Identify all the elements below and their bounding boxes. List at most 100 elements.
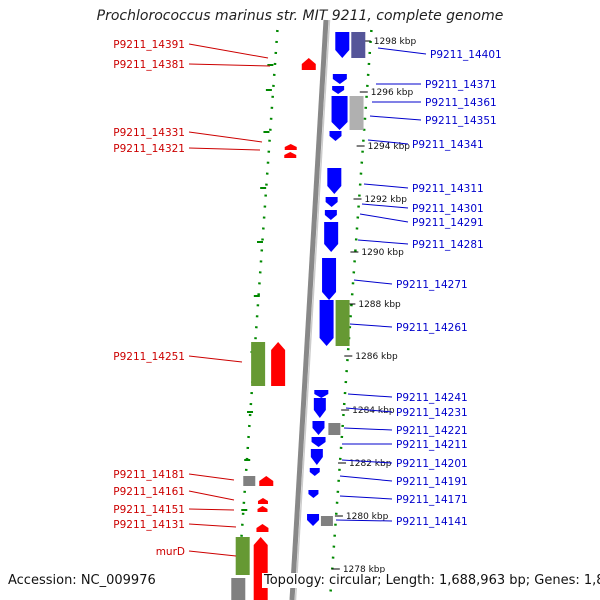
forward-gene xyxy=(284,144,297,150)
right-label-leader xyxy=(367,139,409,145)
kbp-tick-label: 1286 kbp xyxy=(355,352,398,362)
left-label-leader xyxy=(188,490,235,501)
left-label-leader xyxy=(188,131,263,143)
reverse-gene xyxy=(332,86,345,94)
outer-ring-dots xyxy=(235,29,279,600)
left-label-leader xyxy=(188,147,261,151)
kbp-tick-label: 1280 kbp xyxy=(346,512,389,522)
left-gene-label: P9211_14381 xyxy=(113,59,185,71)
map-title: Prochlorococcus marinus str. MIT 9211, c… xyxy=(96,8,504,24)
reverse-gene xyxy=(307,514,320,526)
right-gene-label: P9211_14211 xyxy=(396,439,468,451)
right-gene-label: P9211_14141 xyxy=(396,516,468,528)
left-label-leader xyxy=(188,508,235,511)
right-label-leader xyxy=(335,519,393,522)
left-gene-label: P9211_14181 xyxy=(113,469,185,481)
reverse-gene xyxy=(335,32,350,58)
kbp-tick-label: 1284 kbp xyxy=(352,406,395,416)
right-label-leader xyxy=(345,407,393,413)
right-label-leader xyxy=(357,239,409,245)
kbp-tick-label: 1292 kbp xyxy=(365,195,408,205)
forward-gene xyxy=(257,506,268,512)
right-label-leader xyxy=(339,495,393,500)
forward-gene xyxy=(301,58,316,70)
left-gene-label: P9211_14321 xyxy=(113,143,185,155)
kbp-tick-label: 1290 kbp xyxy=(361,248,404,258)
grey-feature xyxy=(349,96,364,130)
right-label-leader xyxy=(343,427,393,431)
reverse-gene xyxy=(332,74,347,84)
right-gene-label: P9211_14281 xyxy=(412,239,484,251)
reverse-gene xyxy=(314,390,329,398)
reverse-gene xyxy=(319,300,334,346)
left-label-leader xyxy=(188,355,243,363)
rna-feature xyxy=(251,342,266,386)
reverse-gene xyxy=(322,258,337,300)
kbp-tick-label: 1288 kbp xyxy=(358,300,401,310)
forward-gene xyxy=(256,524,269,532)
reverse-gene xyxy=(311,437,326,447)
right-gene-label: P9211_14401 xyxy=(430,49,502,61)
reverse-gene xyxy=(325,197,338,207)
reverse-gene xyxy=(329,131,342,141)
kbp-tick-label: 1294 kbp xyxy=(368,142,411,152)
right-gene-label: P9211_14261 xyxy=(396,322,468,334)
genome-backbone-highlight xyxy=(294,19,331,600)
left-label-leader xyxy=(188,43,269,59)
reverse-gene xyxy=(324,210,337,220)
reverse-gene xyxy=(309,468,320,476)
right-label-leader xyxy=(361,203,409,209)
kbp-tick-label: 1296 kbp xyxy=(371,88,414,98)
right-gene-label: P9211_14241 xyxy=(396,392,468,404)
right-label-leader xyxy=(377,47,427,55)
reverse-gene xyxy=(324,222,339,252)
reverse-gene-dark xyxy=(351,32,366,58)
right-label-leader xyxy=(341,459,393,464)
right-gene-label: P9211_14351 xyxy=(425,115,497,127)
reverse-gene xyxy=(308,490,319,498)
grey-feature xyxy=(320,516,333,526)
grey-feature xyxy=(328,423,341,435)
right-gene-label: P9211_14371 xyxy=(425,79,497,91)
rna-feature xyxy=(335,300,350,346)
reverse-gene xyxy=(331,96,348,130)
rna-feature xyxy=(235,537,250,575)
right-label-leader xyxy=(369,115,422,121)
reverse-gene xyxy=(312,421,325,435)
left-label-leader xyxy=(188,473,235,481)
right-gene-label: P9211_14271 xyxy=(396,279,468,291)
forward-gene xyxy=(284,152,297,158)
grey-feature xyxy=(231,578,246,600)
left-label-leader xyxy=(188,63,271,67)
kbp-tick-label: 1278 kbp xyxy=(343,565,386,575)
grey-feature xyxy=(243,476,256,486)
right-gene-label: P9211_14291 xyxy=(412,217,484,229)
right-label-leader xyxy=(359,213,409,223)
right-label-leader xyxy=(353,279,393,285)
kbp-tick-label: 1282 kbp xyxy=(349,459,392,469)
kbp-tick-label: 1298 kbp xyxy=(374,37,417,47)
genome-summary-text: Topology: circular; Length: 1,688,963 bp… xyxy=(262,573,600,588)
right-gene-label: P9211_14201 xyxy=(396,458,468,470)
forward-gene xyxy=(259,476,274,486)
left-gene-label: murD xyxy=(156,546,185,558)
left-gene-label: P9211_14251 xyxy=(113,351,185,363)
right-gene-label: P9211_14311 xyxy=(412,183,484,195)
right-gene-label: P9211_14301 xyxy=(412,203,484,215)
right-gene-label: P9211_14221 xyxy=(396,425,468,437)
forward-gene xyxy=(257,498,268,504)
right-gene-label: P9211_14171 xyxy=(396,494,468,506)
left-gene-label: P9211_14151 xyxy=(113,504,185,516)
right-gene-label: P9211_14191 xyxy=(396,476,468,488)
left-label-leader xyxy=(188,523,237,528)
right-label-leader xyxy=(349,323,393,328)
reverse-gene xyxy=(327,168,342,194)
genome-backbone xyxy=(289,19,329,600)
right-gene-label: P9211_14361 xyxy=(425,97,497,109)
reverse-gene xyxy=(310,449,323,465)
right-label-leader xyxy=(363,183,409,189)
reverse-gene xyxy=(313,398,326,418)
accession-text: Accession: NC_009976 xyxy=(8,573,160,588)
